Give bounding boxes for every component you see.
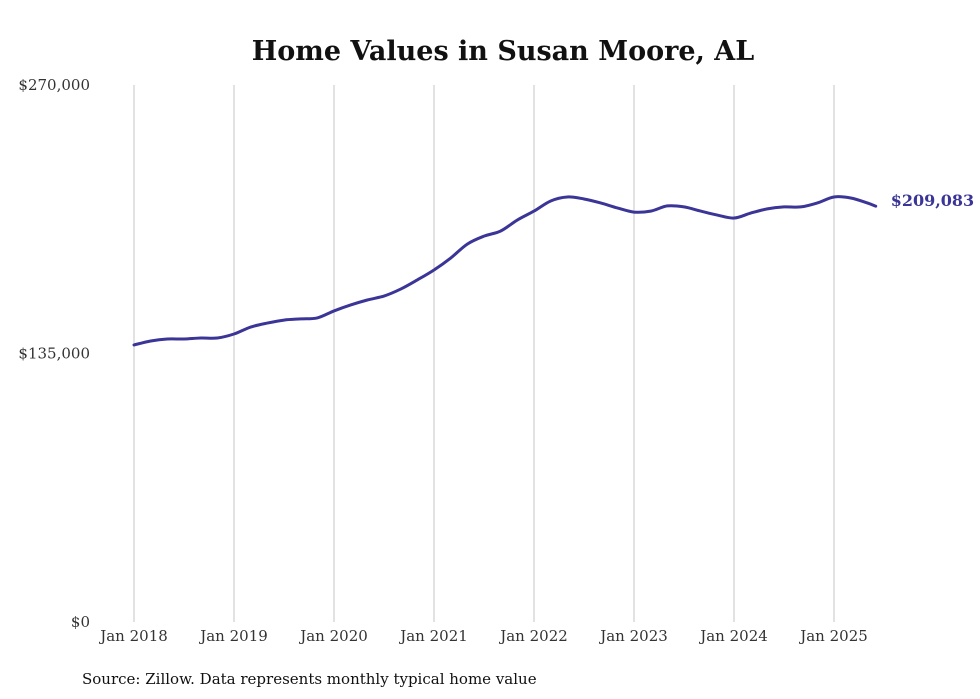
x-tick-label: Jan 2025 xyxy=(798,627,868,645)
y-tick-label: $270,000 xyxy=(18,76,90,94)
y-tick-label: $135,000 xyxy=(18,345,90,363)
series-line xyxy=(132,195,878,347)
x-tick-label: Jan 2020 xyxy=(298,627,368,645)
x-tick-label: Jan 2024 xyxy=(698,627,768,645)
x-tick-label: Jan 2018 xyxy=(98,627,168,645)
x-tick-label: Jan 2019 xyxy=(198,627,268,645)
x-tick-label: Jan 2021 xyxy=(398,627,468,645)
x-tick-label: Jan 2023 xyxy=(598,627,668,645)
x-tick-label: Jan 2022 xyxy=(498,627,568,645)
end-value-label: $209,083 xyxy=(891,191,975,210)
source-note: Source: Zillow. Data represents monthly … xyxy=(82,670,537,688)
chart-title: Home Values in Susan Moore, AL xyxy=(252,36,754,67)
y-tick-label: $0 xyxy=(71,613,90,631)
